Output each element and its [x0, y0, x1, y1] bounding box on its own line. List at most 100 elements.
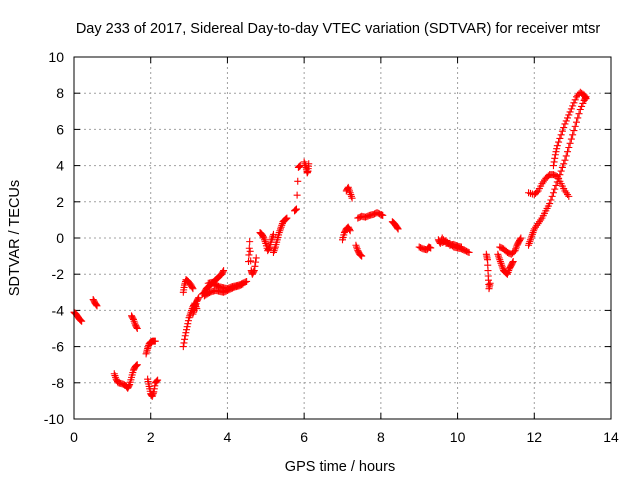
data-point: [356, 251, 364, 259]
data-point: [291, 206, 299, 214]
data-point: [154, 376, 162, 384]
data-point: [465, 248, 473, 256]
data-point: [195, 294, 203, 302]
data-point: [268, 234, 276, 242]
data-point: [553, 145, 561, 153]
data-point: [576, 105, 584, 113]
data-point: [564, 148, 572, 156]
data-point: [457, 243, 465, 251]
y-tick-label: 6: [56, 121, 64, 137]
data-point: [252, 258, 260, 266]
data-point: [546, 200, 554, 208]
data-point: [292, 206, 300, 214]
data-point: [517, 234, 525, 242]
data-point: [557, 131, 565, 139]
data-point: [129, 314, 137, 322]
data-point: [566, 139, 574, 147]
data-point: [551, 151, 559, 159]
data-point: [509, 259, 517, 267]
x-tick-label: 4: [224, 429, 232, 445]
data-point: [153, 377, 161, 385]
data-point: [562, 117, 570, 125]
data-point: [562, 152, 570, 160]
plot-frame: [73, 56, 612, 420]
data-point: [269, 230, 277, 238]
data-point: [243, 277, 251, 285]
data-point: [93, 302, 101, 310]
data-point: [558, 127, 566, 135]
y-tick-label: -4: [52, 302, 65, 318]
data-point: [282, 215, 290, 223]
x-tick-label: 14: [603, 429, 619, 445]
data-point: [555, 138, 563, 146]
data-point: [549, 162, 557, 170]
data-point: [570, 127, 578, 135]
data-point: [552, 148, 560, 156]
tick-labels: 0 2 4 6 8 10 12 14 -10 -8 -6 -4 -2 0 2 4 6 8 10: [44, 49, 619, 445]
data-point: [184, 317, 192, 325]
data-point: [561, 120, 569, 128]
data-point: [152, 378, 160, 386]
data-point: [579, 99, 587, 107]
data-point: [551, 185, 559, 193]
y-tick-label: 10: [48, 49, 64, 65]
data-point: [357, 251, 365, 259]
data-point: [569, 102, 577, 110]
data-point: [241, 278, 249, 286]
data-point: [571, 96, 579, 104]
data-point: [305, 160, 313, 168]
data-point: [125, 382, 133, 390]
data-point: [245, 251, 253, 259]
data-point: [184, 320, 192, 328]
data-point: [358, 252, 366, 260]
data-point: [77, 317, 85, 325]
data-point: [250, 268, 258, 276]
data-point: [92, 301, 100, 309]
data-point: [581, 93, 589, 101]
y-tick-label: -10: [44, 411, 64, 427]
x-tick-label: 6: [300, 429, 308, 445]
data-point: [564, 114, 572, 122]
data-point: [220, 267, 228, 275]
data-point: [182, 329, 190, 337]
data-point: [553, 142, 561, 150]
data-point: [269, 232, 277, 240]
data-point: [296, 162, 304, 170]
data-point: [183, 323, 191, 331]
data-point: [132, 362, 140, 370]
data-point: [516, 235, 524, 243]
data-point: [252, 254, 260, 262]
data-point: [188, 283, 196, 291]
data-point: [561, 156, 569, 164]
data-point: [547, 196, 555, 204]
data-point: [295, 163, 303, 171]
x-tick-label: 0: [70, 429, 78, 445]
data-point: [348, 194, 356, 202]
data-point: [548, 192, 556, 200]
data-point: [556, 134, 564, 142]
data-point: [464, 248, 472, 256]
data-point: [247, 257, 255, 265]
data-point: [133, 323, 141, 331]
data-point: [294, 177, 302, 185]
data-point: [557, 167, 565, 175]
data-point: [552, 182, 560, 190]
data-point: [565, 144, 573, 151]
data-point: [183, 326, 191, 334]
data-point: [245, 244, 253, 252]
data-point: [179, 343, 187, 351]
data-point: [151, 337, 159, 345]
data-point: [292, 205, 300, 213]
data-point: [76, 316, 84, 324]
data-point: [486, 279, 494, 287]
data-point: [560, 124, 568, 132]
data-point: [570, 99, 578, 107]
data-point: [566, 108, 574, 116]
data-point: [246, 247, 254, 255]
y-tick-label: -8: [52, 375, 65, 391]
data-point: [379, 211, 387, 219]
data-point: [567, 105, 575, 113]
data-point: [569, 131, 577, 139]
data-point: [293, 191, 301, 199]
